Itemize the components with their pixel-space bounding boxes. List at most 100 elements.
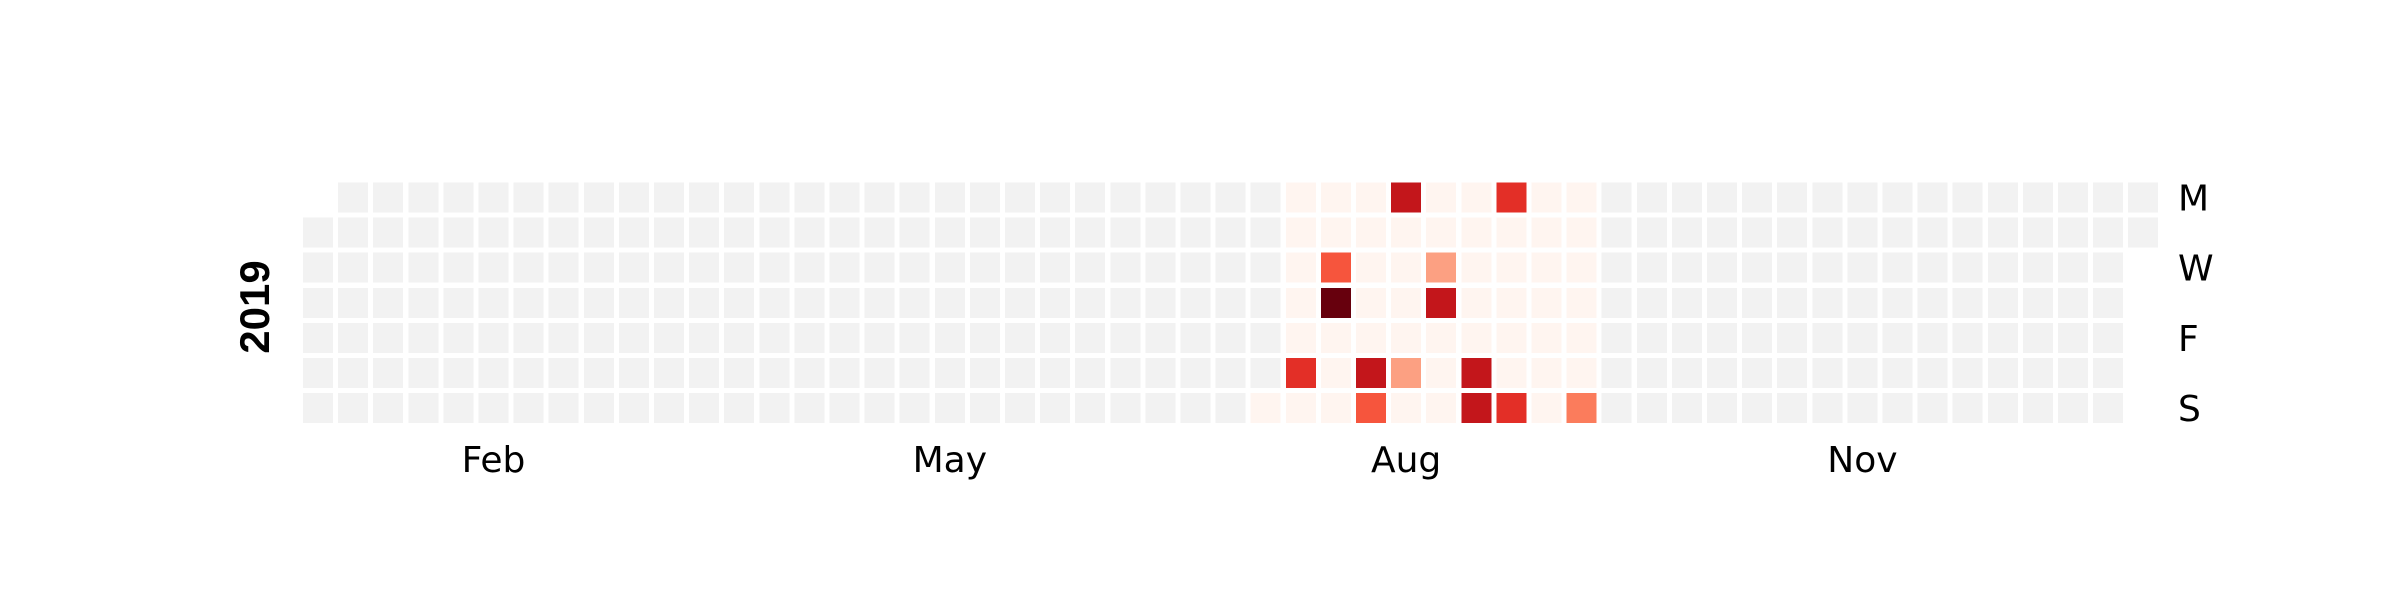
heatmap-cell-active (1496, 252, 1527, 283)
heatmap-cell (1917, 182, 1948, 213)
heatmap-cell-active (1285, 217, 1316, 248)
heatmap-cell (1145, 322, 1176, 353)
heatmap-cell (759, 393, 790, 424)
heatmap-cell (303, 287, 333, 318)
heatmap-cell (1110, 393, 1141, 424)
heatmap-cell (1917, 252, 1948, 283)
heatmap-cell (1075, 287, 1106, 318)
heatmap-cell (1005, 358, 1035, 388)
heatmap-cell (794, 358, 825, 388)
heatmap-cell (478, 322, 509, 353)
heatmap-cell (338, 182, 369, 213)
heatmap-cell (864, 217, 895, 248)
heatmap-cell-active (1356, 182, 1386, 213)
heatmap-cell-active (1461, 322, 1492, 353)
heatmap-cell (794, 252, 825, 283)
heatmap-cell-active (1426, 393, 1457, 424)
heatmap-cell (724, 393, 755, 424)
heatmap-cell (654, 182, 684, 213)
heatmap-cell (654, 322, 684, 353)
heatmap-cell (969, 287, 1000, 318)
heatmap-cell-active (1391, 287, 1422, 318)
heatmap-cell (794, 287, 825, 318)
heatmap-cell (408, 217, 439, 248)
heatmap-cell (1812, 182, 1843, 213)
heatmap-cell (899, 182, 930, 213)
heatmap-cell-active (1531, 287, 1562, 318)
heatmap-cell (1601, 252, 1632, 283)
heatmap-cell (1075, 358, 1106, 388)
heatmap-cell-active (1320, 182, 1351, 213)
heatmap-cell (1777, 393, 1808, 424)
heatmap-cell (408, 182, 439, 213)
heatmap-cell (1847, 393, 1878, 424)
heatmap-cell (1707, 358, 1737, 388)
heatmap-cell (829, 358, 860, 388)
heatmap-cell (969, 252, 1000, 283)
heatmap-cell (443, 182, 474, 213)
heatmap-cell (1005, 252, 1035, 283)
heatmap-cell-active (1461, 358, 1492, 388)
heatmap-cell (1075, 322, 1106, 353)
heatmap-cell (1671, 322, 1702, 353)
heatmap-cell (829, 287, 860, 318)
month-tick-label: Feb (462, 440, 526, 481)
year-label: 2019 (231, 260, 278, 353)
heatmap-cell (1075, 393, 1106, 424)
heatmap-cell (583, 322, 614, 353)
heatmap-cell-active (1496, 358, 1527, 388)
heatmap-cell (583, 182, 614, 213)
heatmap-cell-active (1356, 322, 1386, 353)
heatmap-cell-active (1531, 322, 1562, 353)
heatmap-cell (2058, 322, 2088, 353)
heatmap-cell (618, 322, 649, 353)
heatmap-cell (338, 217, 369, 248)
heatmap-cell (1812, 358, 1843, 388)
heatmap-cell-active (1320, 217, 1351, 248)
heatmap-cell (759, 358, 790, 388)
heatmap-cell (1847, 287, 1878, 318)
heatmap-cell (1952, 358, 1983, 388)
heatmap-cell (1110, 358, 1141, 388)
heatmap-cell (513, 358, 544, 388)
heatmap-cell (2022, 217, 2053, 248)
heatmap-cell (583, 358, 614, 388)
heatmap-cell (1636, 182, 1667, 213)
heatmap-cell-active (1566, 287, 1597, 318)
heatmap-cell (1215, 287, 1246, 318)
heatmap-cell-active (1250, 393, 1281, 424)
heatmap-cell (829, 252, 860, 283)
heatmap-cell (1250, 322, 1281, 353)
weekday-tick-label: W (2178, 249, 2214, 290)
heatmap-cell-active (1285, 252, 1316, 283)
heatmap-cell (899, 322, 930, 353)
heatmap-cell (829, 322, 860, 353)
heatmap-cell-active (1496, 217, 1527, 248)
heatmap-cell (1777, 287, 1808, 318)
heatmap-cell (1847, 217, 1878, 248)
heatmap-cell (583, 393, 614, 424)
heatmap-cell (583, 217, 614, 248)
heatmap-cell (1215, 182, 1246, 213)
heatmap-cell-active (1496, 393, 1527, 424)
heatmap-cell-active (1391, 252, 1422, 283)
heatmap-cell-active (1531, 393, 1562, 424)
heatmap-cell (864, 287, 895, 318)
heatmap-cell (1707, 287, 1737, 318)
heatmap-cell (2022, 287, 2053, 318)
heatmap-cell-active (1320, 358, 1351, 388)
heatmap-cell (969, 322, 1000, 353)
heatmap-cell (934, 182, 965, 213)
heatmap-cell (1110, 322, 1141, 353)
heatmap-cell (1145, 358, 1176, 388)
heatmap-cell (548, 217, 579, 248)
heatmap-cell (829, 217, 860, 248)
heatmap-cell (654, 393, 684, 424)
heatmap-cell (1145, 393, 1176, 424)
heatmap-cell (654, 252, 684, 283)
heatmap-cell (1882, 252, 1913, 283)
heatmap-cell (2022, 322, 2053, 353)
heatmap-cell (1250, 182, 1281, 213)
heatmap-cell-active (1566, 182, 1597, 213)
heatmap-cell (1882, 358, 1913, 388)
